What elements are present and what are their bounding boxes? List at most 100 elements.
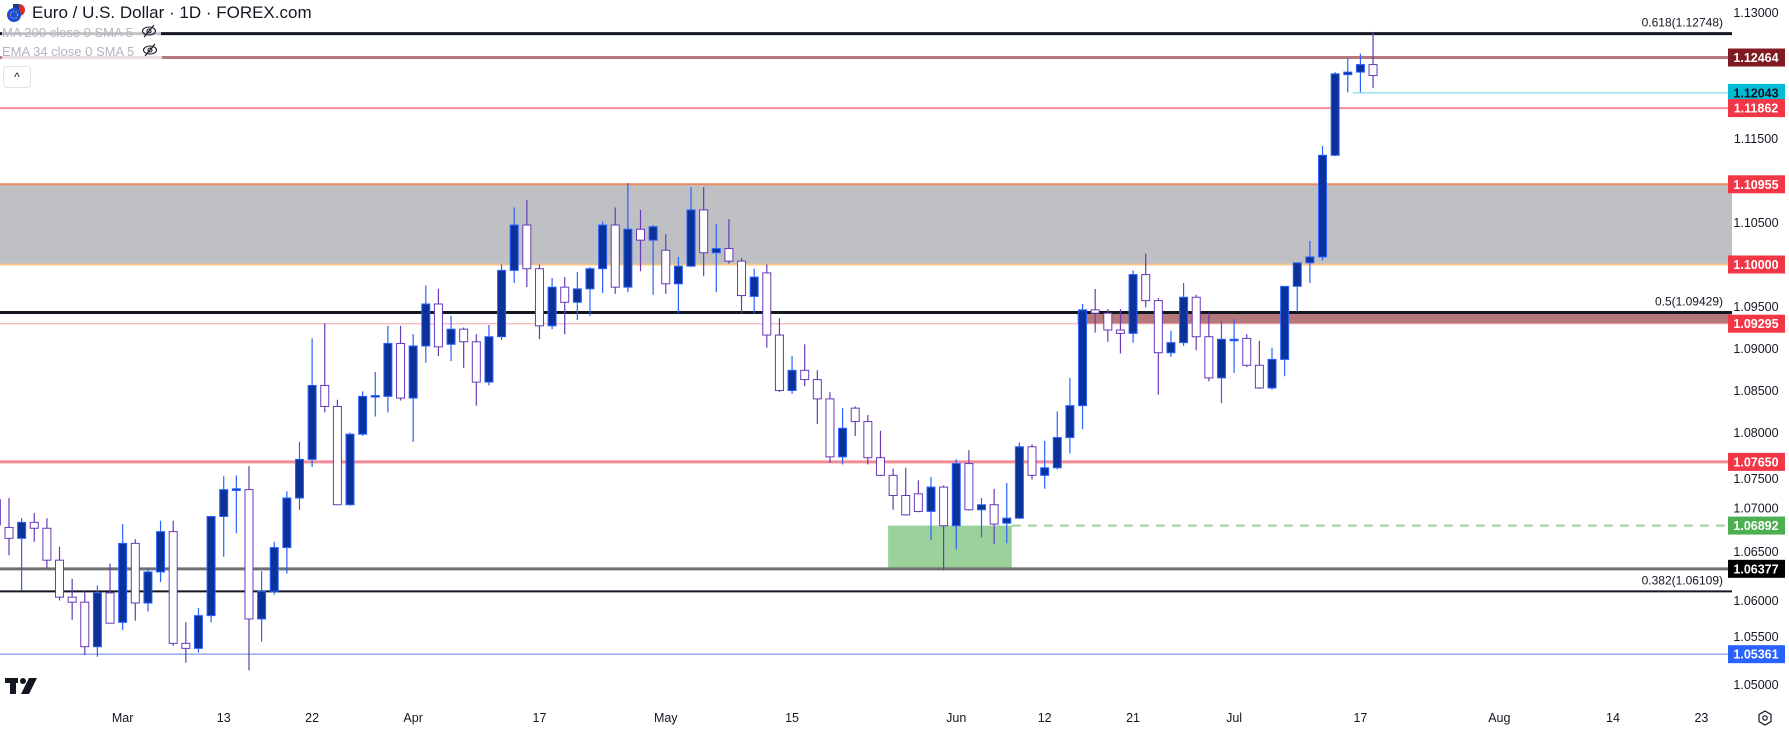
candle-down[interactable] [244,466,254,671]
candle-down[interactable] [762,264,772,348]
candle-up[interactable] [977,498,987,538]
candle-down[interactable] [560,277,570,335]
candle-down[interactable] [1103,309,1113,342]
candle-up[interactable] [1040,440,1050,489]
candle-up[interactable] [1179,282,1189,346]
candle-up[interactable] [686,187,696,268]
tradingview-logo[interactable] [5,676,41,699]
candle-down[interactable] [863,414,873,465]
candle-up[interactable] [118,524,128,630]
candle-down[interactable] [699,187,709,277]
candle-down[interactable] [130,539,140,621]
candle-up[interactable] [1305,240,1315,283]
legend-ma-200[interactable]: MA 200 close 0 SMA 5 [2,24,161,41]
candle-up[interactable] [269,541,279,595]
candle-up[interactable] [1078,303,1088,430]
candle-up[interactable] [1267,347,1277,390]
candle-up[interactable] [156,520,166,583]
candle-up[interactable] [219,476,229,557]
candle-up[interactable] [1280,285,1290,377]
candle-up[interactable] [408,334,418,442]
candle-up[interactable] [484,324,494,386]
candle-up[interactable] [358,391,368,436]
candle-up[interactable] [926,477,936,541]
candle-down[interactable] [989,488,999,545]
candle-down[interactable] [1242,334,1252,367]
candle-up[interactable] [307,338,317,467]
candle-down[interactable] [1191,294,1201,351]
candle-down[interactable] [522,199,532,288]
candle-down[interactable] [105,563,115,624]
candle-up[interactable] [383,325,393,413]
candle-down[interactable] [1204,313,1214,382]
candle-down[interactable] [29,513,39,542]
candle-down[interactable] [42,518,52,569]
candle-down[interactable] [610,207,620,294]
candle-up[interactable] [585,267,595,316]
candle-down[interactable] [724,219,734,264]
candle-down[interactable] [471,334,481,406]
eye-off-icon[interactable] [141,24,157,41]
candle-down[interactable] [812,370,822,425]
price-zone[interactable] [1077,312,1732,324]
candle-up[interactable] [951,459,961,550]
candle-up[interactable] [509,207,519,283]
candle-up[interactable] [1065,377,1075,454]
candle-down[interactable] [964,450,974,511]
candle-up[interactable] [1355,53,1365,93]
candle-up[interactable] [193,608,203,653]
candle-down[interactable] [332,399,342,506]
candle-down[interactable] [433,288,443,357]
time-axis[interactable]: Mar 13 22 Apr 17 May 15 Jun 12 21 Jul 17 Aug 14 23 [112,711,1709,725]
candle-up[interactable] [497,264,507,341]
candle-up[interactable] [1343,57,1353,93]
candle-up[interactable] [206,515,216,623]
candle-down[interactable] [4,498,14,556]
candle-down[interactable] [913,480,923,513]
candle-down[interactable] [1153,298,1163,395]
candle-down[interactable] [939,485,949,571]
gear-icon[interactable] [1757,710,1773,726]
candle-up[interactable] [231,475,241,534]
candle-up[interactable] [1292,262,1302,312]
candle-up[interactable] [1166,330,1176,357]
candle-up[interactable] [749,268,759,314]
candle-down[interactable] [534,264,544,340]
candle-down[interactable] [1141,253,1151,308]
candle-up[interactable] [143,567,153,612]
candle-down[interactable] [1090,288,1100,333]
candle-down[interactable] [800,344,810,387]
candle-down[interactable] [888,468,898,510]
eye-off-icon[interactable] [142,43,158,60]
candle-up[interactable] [1318,146,1328,261]
candle-up[interactable] [1229,319,1239,373]
candle-up[interactable] [547,277,557,330]
candle-up[interactable] [446,315,456,362]
candle-up[interactable] [345,432,355,506]
candle-down[interactable] [320,323,330,413]
price-zone[interactable] [0,184,1732,265]
candle-up[interactable] [294,441,304,510]
candle-up[interactable] [598,221,608,294]
candle-up[interactable] [787,356,797,394]
price-zone[interactable] [888,525,1012,569]
candle-up[interactable] [838,408,848,465]
candle-up[interactable] [1216,320,1226,404]
candle-down[interactable] [396,325,406,401]
candle-down[interactable] [1115,309,1125,354]
candle-up[interactable] [257,571,267,642]
candle-down[interactable] [168,520,178,646]
candle-down[interactable] [875,430,885,477]
candle-down[interactable] [80,591,90,656]
candle-down[interactable] [1254,340,1264,389]
candle-up[interactable] [1330,72,1340,157]
candle-down[interactable] [1027,444,1037,480]
candle-down[interactable] [459,327,469,368]
candle-up[interactable] [711,224,721,293]
candle-down[interactable] [850,406,860,436]
candle-up[interactable] [1128,270,1138,343]
candle-up[interactable] [421,285,431,363]
candle-up[interactable] [1002,482,1012,544]
candle-up[interactable] [1052,411,1062,470]
